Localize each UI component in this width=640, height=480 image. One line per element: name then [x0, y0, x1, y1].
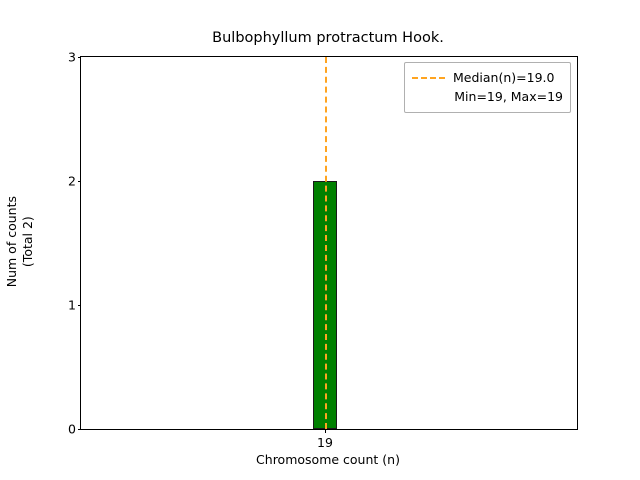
- y-tick-mark-2: [77, 181, 81, 182]
- y-tick-label-3: 3: [68, 49, 76, 65]
- y-axis-label-line2: (Total 2): [20, 216, 36, 268]
- legend-label-minmax: Min=19, Max=19: [454, 89, 563, 104]
- y-tick-label-1: 1: [68, 297, 76, 313]
- dashed-line-icon: [412, 72, 445, 83]
- legend-entry-minmax: Min=19, Max=19: [412, 87, 563, 106]
- legend-entry-median: Median(n)=19.0: [412, 68, 563, 87]
- plot-area: 0 1 2 3 19: [68, 50, 578, 450]
- y-tick-mark-0: [77, 429, 81, 430]
- x-tick-mark-19: [325, 429, 326, 433]
- y-tick-mark-3: [77, 57, 81, 58]
- legend: Median(n)=19.0 Min=19, Max=19: [404, 62, 571, 113]
- y-tick-mark-1: [77, 305, 81, 306]
- y-tick-label-0: 0: [68, 421, 76, 437]
- plot-inner: [81, 57, 577, 429]
- x-tick-label-19: 19: [317, 435, 333, 450]
- y-axis-label: Num of counts (Total 2): [0, 56, 40, 428]
- legend-label-median: Median(n)=19.0: [453, 70, 555, 85]
- median-line: [325, 57, 327, 429]
- x-axis-label: Chromosome count (n): [256, 452, 400, 467]
- page-title: Bulbophyllum protractum Hook.: [212, 30, 444, 46]
- y-tick-label-2: 2: [68, 173, 76, 189]
- y-axis-label-line1: Num of counts: [4, 196, 20, 288]
